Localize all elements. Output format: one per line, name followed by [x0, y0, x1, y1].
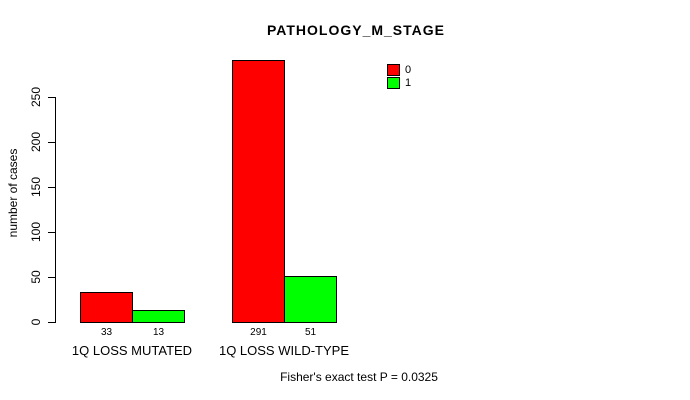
y-tick-label: 100	[29, 221, 43, 243]
legend-swatch-1	[387, 77, 400, 89]
y-tick-label: 150	[29, 176, 43, 198]
y-tick	[48, 277, 56, 278]
legend-item: 0	[387, 64, 411, 76]
legend-label: 1	[405, 77, 412, 89]
y-tick	[48, 322, 56, 323]
legend-label: 0	[405, 64, 412, 76]
y-tick-label: 200	[29, 131, 43, 153]
bar-value-label: 33	[100, 327, 113, 338]
y-tick	[48, 142, 56, 143]
pvalue-text: Fisher's exact test P = 0.0325	[280, 370, 438, 384]
y-tick	[48, 97, 56, 98]
y-tick	[48, 187, 56, 188]
bar-value-label: 13	[152, 327, 165, 338]
legend-swatch-0	[387, 64, 400, 76]
y-tick-label: 0	[29, 318, 43, 326]
bar-series0-group2	[232, 60, 285, 323]
category-label: 1Q LOSS MUTATED	[71, 343, 193, 358]
legend-item: 1	[387, 77, 411, 89]
y-tick-label: 250	[29, 86, 43, 108]
bar-series1-group1	[132, 310, 185, 323]
y-axis-line	[55, 97, 56, 323]
category-label: 1Q LOSS WILD-TYPE	[218, 343, 350, 358]
chart-title: PATHOLOGY_M_STAGE	[266, 22, 445, 38]
y-tick	[48, 232, 56, 233]
bar-value-label: 51	[304, 327, 317, 338]
y-tick-label: 50	[29, 270, 43, 284]
bar-series1-group2	[284, 276, 337, 323]
bar-series0-group1	[80, 292, 133, 323]
bar-value-label: 291	[250, 327, 267, 338]
